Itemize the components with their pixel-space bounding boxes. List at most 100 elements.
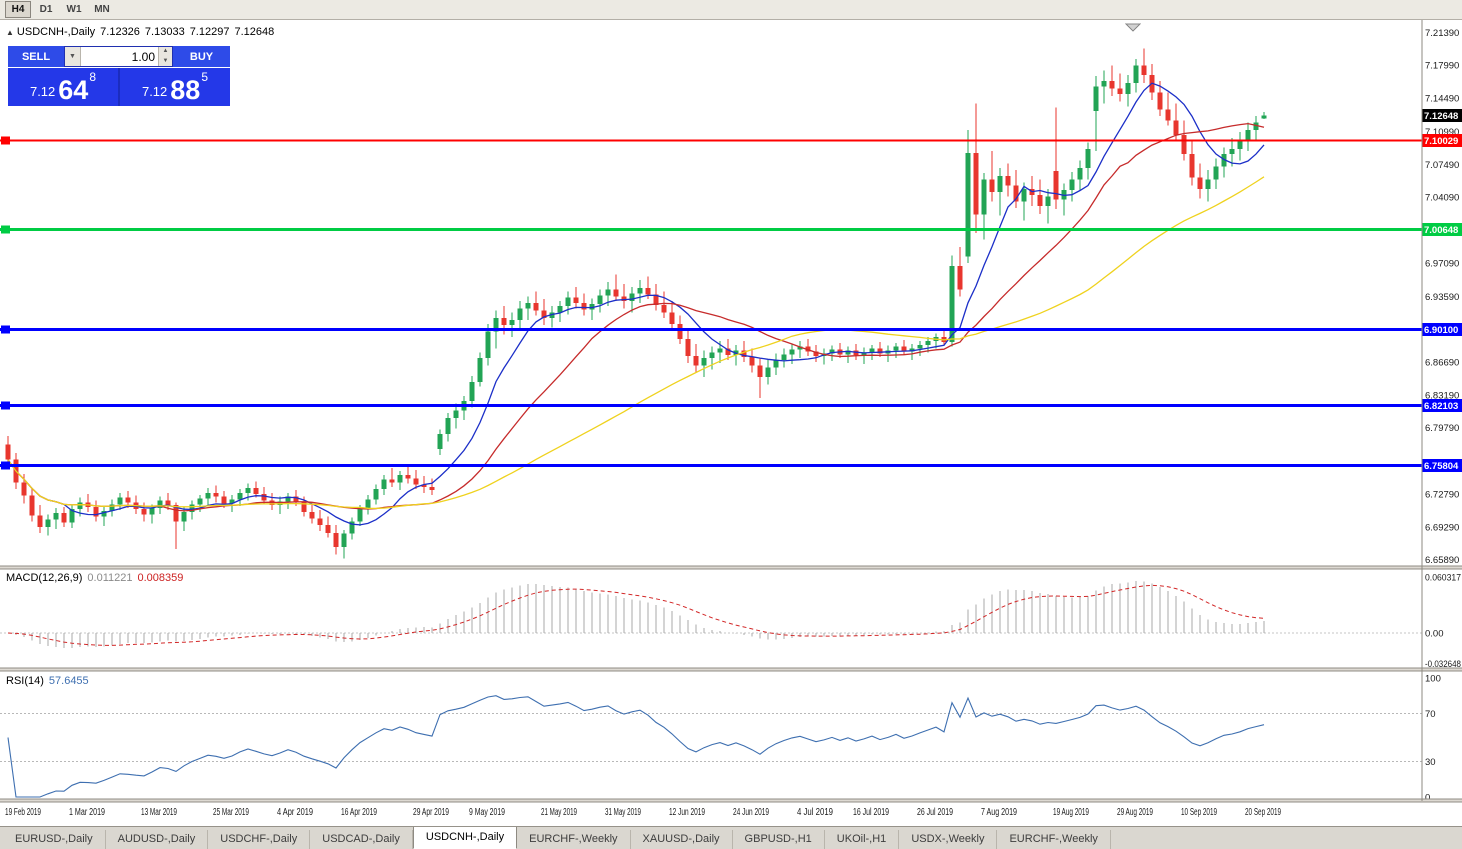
sell-price-pipette: 8 (89, 70, 97, 84)
pane-splitters[interactable] (0, 565, 1462, 803)
rsi-axis[interactable]: 100 70 30 0 (1425, 674, 1441, 804)
svg-text:30: 30 (1425, 757, 1436, 768)
chart-tab-audusd-daily[interactable]: AUDUSD-,Daily (106, 830, 209, 849)
svg-text:70: 70 (1425, 709, 1436, 720)
svg-text:12 Jun 2019: 12 Jun 2019 (669, 807, 705, 818)
timeframe-button-w1[interactable]: W1 (66, 4, 82, 15)
svg-text:0.00: 0.00 (1425, 629, 1444, 640)
svg-text:21 May 2019: 21 May 2019 (541, 807, 577, 818)
chart-tab-usdcnh-daily[interactable]: USDCNH-,Daily (412, 827, 518, 849)
buy-price-display[interactable]: 7.12 88 5 (120, 68, 230, 106)
chart-tab-eurchf-weekly[interactable]: EURCHF-,Weekly (517, 830, 631, 849)
volume-field: ▼ ▲ ▼ (64, 46, 173, 67)
svg-text:19 Aug 2019: 19 Aug 2019 (1053, 807, 1089, 818)
timeframe-button-mn[interactable]: MN (94, 4, 110, 15)
macd-histogram (15, 581, 1265, 649)
svg-text:6.86690: 6.86690 (1425, 357, 1459, 368)
one-click-panel-toggle-icon[interactable]: ▲ (6, 28, 14, 37)
svg-text:7.14490: 7.14490 (1425, 94, 1459, 105)
svg-text:7 Aug 2019: 7 Aug 2019 (981, 807, 1017, 818)
chart-tab-eurchf-weekly[interactable]: EURCHF-,Weekly (997, 830, 1111, 849)
current-price-badge (1422, 109, 1462, 123)
sell-price-base: 7.12 (29, 84, 56, 99)
rsi-line (7, 695, 1265, 798)
chart-tab-usdcad-daily[interactable]: USDCAD-,Daily (310, 830, 413, 849)
buy-button[interactable]: BUY (173, 46, 230, 67)
timeframe-button-h4[interactable]: H4 (5, 1, 31, 18)
svg-text:1 Mar 2019: 1 Mar 2019 (69, 807, 105, 818)
sell-price-display[interactable]: 7.12 64 8 (8, 68, 118, 106)
svg-text:100: 100 (1425, 674, 1441, 685)
svg-text:7.00648: 7.00648 (1424, 225, 1458, 236)
macd-pane (0, 581, 1422, 649)
hline-anchor-6.82103[interactable] (1, 401, 10, 410)
svg-text:7.12648: 7.12648 (1424, 111, 1458, 122)
volume-spinner: ▲ ▼ (158, 47, 172, 66)
moving-average-line-3 (7, 176, 1265, 510)
chart-tab-usdx-weekly[interactable]: USDX-,Weekly (899, 830, 998, 849)
price-axis-badges: 7.10029 7.00648 6.90100 6.82103 6.75804 7.126… (1422, 109, 1462, 472)
svg-text:4 Apr 2019: 4 Apr 2019 (277, 807, 313, 818)
chart-tab-usdchf-daily[interactable]: USDCHF-,Daily (208, 830, 311, 849)
svg-text:6.69290: 6.69290 (1425, 523, 1459, 534)
trade-panel-prices-row: 7.12 64 8 7.12 88 5 (8, 68, 230, 106)
svg-text:6.72790: 6.72790 (1425, 489, 1459, 500)
hline-anchor-6.75804[interactable] (1, 461, 10, 470)
macd-main-value: 0.011221 (87, 572, 133, 584)
volume-decrease-button[interactable]: ▼ (158, 56, 172, 66)
svg-text:0: 0 (1425, 793, 1430, 804)
svg-text:26 Jul 2019: 26 Jul 2019 (917, 807, 953, 818)
svg-text:16 Jul 2019: 16 Jul 2019 (853, 807, 889, 818)
macd-title: MACD(12,26,9) (6, 572, 83, 584)
svg-text:6.65890: 6.65890 (1425, 555, 1459, 566)
svg-text:29 Aug 2019: 29 Aug 2019 (1117, 807, 1153, 818)
chart-tab-ukoil-h1[interactable]: UKOil-,H1 (825, 830, 900, 849)
svg-text:24 Jun 2019: 24 Jun 2019 (733, 807, 769, 818)
horizontal-lines[interactable] (0, 136, 1422, 470)
svg-text:6.75804: 6.75804 (1424, 461, 1459, 472)
volume-increase-button[interactable]: ▲ (158, 47, 172, 57)
rsi-indicator-header: RSI(14) 57.6455 (6, 675, 89, 687)
svg-text:10 Sep 2019: 10 Sep 2019 (1181, 807, 1217, 818)
chart-tab-xauusd-daily[interactable]: XAUUSD-,Daily (631, 830, 733, 849)
hline-anchor-7.00648[interactable] (1, 225, 10, 234)
date-axis[interactable]: 19 Feb 2019 1 Mar 2019 13 Mar 2019 25 Mar 2… (5, 807, 1281, 818)
svg-text:6.97090: 6.97090 (1425, 259, 1459, 270)
svg-text:6.93590: 6.93590 (1425, 292, 1459, 303)
chart-ohlc-header: ▲ USDCNH-,Daily 7.12326 7.13033 7.12297 7.126… (6, 26, 274, 38)
buy-price-base: 7.12 (141, 84, 168, 99)
rsi-value: 57.6455 (48, 675, 89, 687)
hline-anchor-6.90100[interactable] (1, 325, 10, 334)
svg-text:19 Feb 2019: 19 Feb 2019 (5, 807, 41, 818)
price-chart-canvas[interactable]: 7.21390 7.17990 7.14490 7.10990 7.07490 7.040… (0, 20, 1462, 826)
svg-text:20 Sep 2019: 20 Sep 2019 (1245, 807, 1281, 818)
ohlc-low: 7.12297 (189, 26, 230, 38)
svg-text:9 May 2019: 9 May 2019 (469, 807, 505, 818)
moving-average-line-2 (7, 122, 1265, 512)
volume-dropdown-button[interactable]: ▼ (65, 47, 81, 66)
svg-text:6.79790: 6.79790 (1425, 423, 1459, 434)
chart-window: 7.21390 7.17990 7.14490 7.10990 7.07490 7.040… (0, 20, 1462, 826)
sell-button[interactable]: SELL (8, 46, 64, 67)
svg-text:7.17990: 7.17990 (1425, 60, 1459, 71)
buy-price-pipette: 5 (201, 70, 209, 84)
timeframe-button-d1[interactable]: D1 (39, 4, 53, 15)
buy-price-pips: 88 (170, 74, 201, 105)
macd-indicator-header: MACD(12,26,9) 0.011221 0.008359 (6, 572, 183, 584)
volume-input[interactable] (81, 47, 158, 66)
svg-text:6.90100: 6.90100 (1424, 325, 1458, 336)
rsi-title: RSI(14) (6, 675, 44, 687)
chart-shift-marker-icon[interactable] (1124, 23, 1142, 32)
svg-text:16 Apr 2019: 16 Apr 2019 (341, 807, 377, 818)
svg-text:7.10029: 7.10029 (1424, 136, 1458, 147)
chart-symbol-label: USDCNH-,Daily (16, 26, 96, 38)
trade-panel-controls-row: SELL ▼ ▲ ▼ BUY (8, 46, 230, 67)
macd-axis[interactable]: 0.060317 0.00 -0.032648 (1425, 573, 1461, 670)
chart-tabs-bar: EURUSD-,Daily AUDUSD-,Daily USDCHF-,Daily U… (0, 826, 1462, 849)
ohlc-close: 7.12648 (234, 26, 275, 38)
chart-tab-gbpusd-h1[interactable]: GBPUSD-,H1 (733, 830, 825, 849)
hline-anchor-7.10029[interactable] (1, 136, 10, 145)
price-axis[interactable]: 7.21390 7.17990 7.14490 7.10990 7.07490 7.040… (1425, 28, 1459, 566)
chart-tab-eurusd-daily[interactable]: EURUSD-,Daily (3, 830, 106, 849)
svg-text:29 Apr 2019: 29 Apr 2019 (413, 807, 449, 818)
